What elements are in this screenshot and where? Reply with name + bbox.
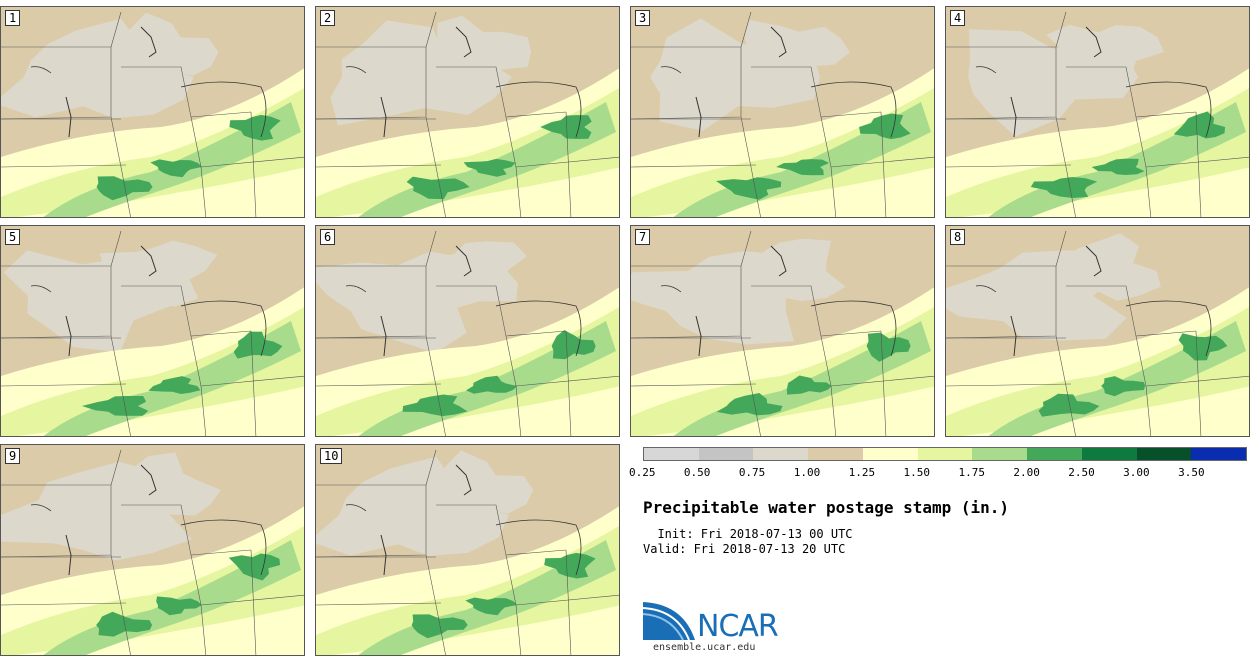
colorbar-tick-label: 3.00: [1123, 466, 1150, 479]
colorbar-swatch-3: [808, 448, 863, 460]
panel-number: 1: [5, 10, 21, 26]
colorbar: [643, 447, 1247, 461]
colorbar-tick-label: 2.00: [1013, 466, 1040, 479]
figure-title: Precipitable water postage stamp (in.): [643, 498, 1010, 517]
panel-number: 2: [320, 10, 336, 26]
colorbar-tick-label: 0.25: [629, 466, 656, 479]
forecast-panel-9: 9: [0, 444, 305, 656]
colorbar-tick-label: 0.50: [683, 466, 711, 479]
forecast-panel-4: 4: [945, 6, 1250, 218]
colorbar-tick-label: 1.75: [958, 466, 985, 479]
init-time: Init: Fri 2018-07-13 00 UTC: [643, 527, 853, 541]
forecast-panel-8: 8: [945, 225, 1250, 437]
colorbar-tick-label: 1.00: [793, 466, 821, 479]
colorbar-swatch-9: [1136, 448, 1192, 460]
colorbar-swatch-7: [1027, 448, 1082, 460]
forecast-panel-7: 7: [630, 225, 935, 437]
site-url: ensemble.ucar.edu: [653, 642, 756, 653]
init-text: Init: Fri 2018-07-13 00 UTC: [657, 527, 853, 541]
panel-number: 4: [950, 10, 966, 26]
ncar-logo-icon: [643, 602, 695, 641]
colorbar-tick-label: 0.75: [738, 466, 766, 479]
forecast-panel-1: 1: [0, 6, 305, 218]
colorbar-tick-label: 1.50: [903, 466, 931, 479]
colorbar-swatch-6: [972, 448, 1028, 460]
colorbar-swatch-10: [1191, 448, 1247, 460]
panel-number: 5: [5, 229, 21, 245]
colorbar-tick-label: 1.25: [848, 466, 876, 479]
panel-number: 9: [5, 448, 21, 464]
colorbar-labels: 0.25 0.50 0.75 1.00 1.25 1.50 1.75 2.00 2.50 3.00…: [629, 466, 1260, 480]
forecast-panel-5: 5: [0, 225, 305, 437]
forecast-panel-10: 10: [315, 444, 620, 656]
panel-number: 7: [635, 229, 651, 245]
colorbar-swatch-4: [862, 448, 918, 460]
colorbar-tick-label: 3.50: [1178, 466, 1205, 479]
colorbar-swatch-0: [644, 448, 699, 460]
forecast-panel-6: 6: [315, 225, 620, 437]
forecast-panel-3: 3: [630, 6, 935, 218]
colorbar-swatch-5: [917, 448, 973, 460]
colorbar-swatch-2: [753, 448, 809, 460]
colorbar-swatch-8: [1081, 448, 1137, 460]
forecast-panel-2: 2: [315, 6, 620, 218]
colorbar-swatch-1: [698, 448, 754, 460]
panel-number: 8: [950, 229, 966, 245]
panel-number: 10: [320, 448, 343, 464]
panel-number: 3: [635, 10, 651, 26]
colorbar-tick-label: 2.50: [1068, 466, 1095, 479]
valid-time: Valid: Fri 2018-07-13 20 UTC: [643, 542, 846, 556]
logo-wordmark: NCAR: [697, 609, 779, 644]
panel-number: 6: [320, 229, 336, 245]
